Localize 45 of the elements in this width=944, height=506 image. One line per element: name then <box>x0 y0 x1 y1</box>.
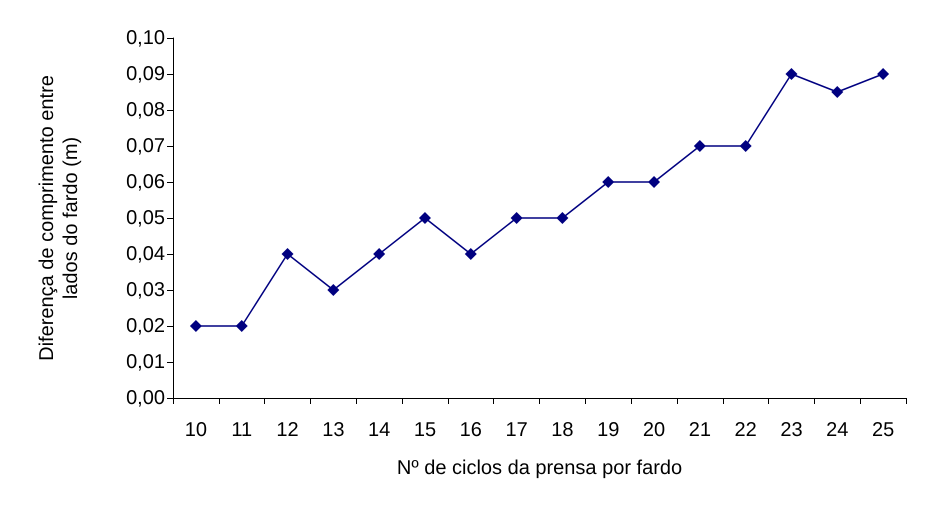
point <box>464 248 477 260</box>
point <box>694 140 706 152</box>
x-tick-label: 10 <box>184 419 208 441</box>
point <box>510 212 523 224</box>
point <box>418 212 431 224</box>
y-tick-label: 0,09 <box>126 63 165 85</box>
y-axis-title: Diferença de comprimento entre lados do fardo (m) <box>36 75 82 361</box>
y-tick-label: 0,08 <box>126 99 165 121</box>
y-tick-label: 0,07 <box>126 135 165 157</box>
point <box>190 320 202 332</box>
point <box>327 284 340 296</box>
y-tick-label: 0,04 <box>126 243 165 265</box>
point <box>831 86 844 98</box>
point <box>740 140 752 152</box>
y-tick-label: 0,00 <box>126 387 165 409</box>
point <box>236 320 248 332</box>
point <box>282 248 294 260</box>
y-tick-label: 0,02 <box>126 315 165 337</box>
x-tick-label: 17 <box>505 419 528 441</box>
x-tick-label: 13 <box>322 419 344 441</box>
y-tick-label: 0,05 <box>126 207 165 229</box>
x-tick-label: 25 <box>872 419 894 441</box>
x-tick-label: 14 <box>368 419 390 441</box>
x-tick-label: 18 <box>551 419 574 441</box>
x-tick-label: 24 <box>826 419 848 441</box>
x-tick-label: 15 <box>414 419 436 441</box>
point <box>373 248 386 260</box>
point <box>556 212 568 224</box>
point <box>602 176 614 188</box>
x-tick-label: 22 <box>734 419 757 441</box>
y-tick-label: 0,01 <box>126 351 165 373</box>
x-tick-label: 21 <box>688 419 711 441</box>
x-tick-label: 11 <box>231 419 252 441</box>
point <box>785 68 798 80</box>
x-tick-label: 12 <box>276 419 299 441</box>
point <box>648 176 660 188</box>
x-tick-label: 20 <box>642 419 666 441</box>
y-tick-label: 0,03 <box>126 279 165 301</box>
point <box>877 68 890 80</box>
y-tick-label: 0,06 <box>126 171 165 193</box>
x-tick-label: 16 <box>460 419 482 441</box>
x-tick-label: 19 <box>597 419 620 441</box>
x-axis-title: Nº de ciclos da prensa por fardo <box>396 457 682 479</box>
x-tick-label: 23 <box>780 419 803 441</box>
y-tick-label: 0,10 <box>126 27 165 49</box>
